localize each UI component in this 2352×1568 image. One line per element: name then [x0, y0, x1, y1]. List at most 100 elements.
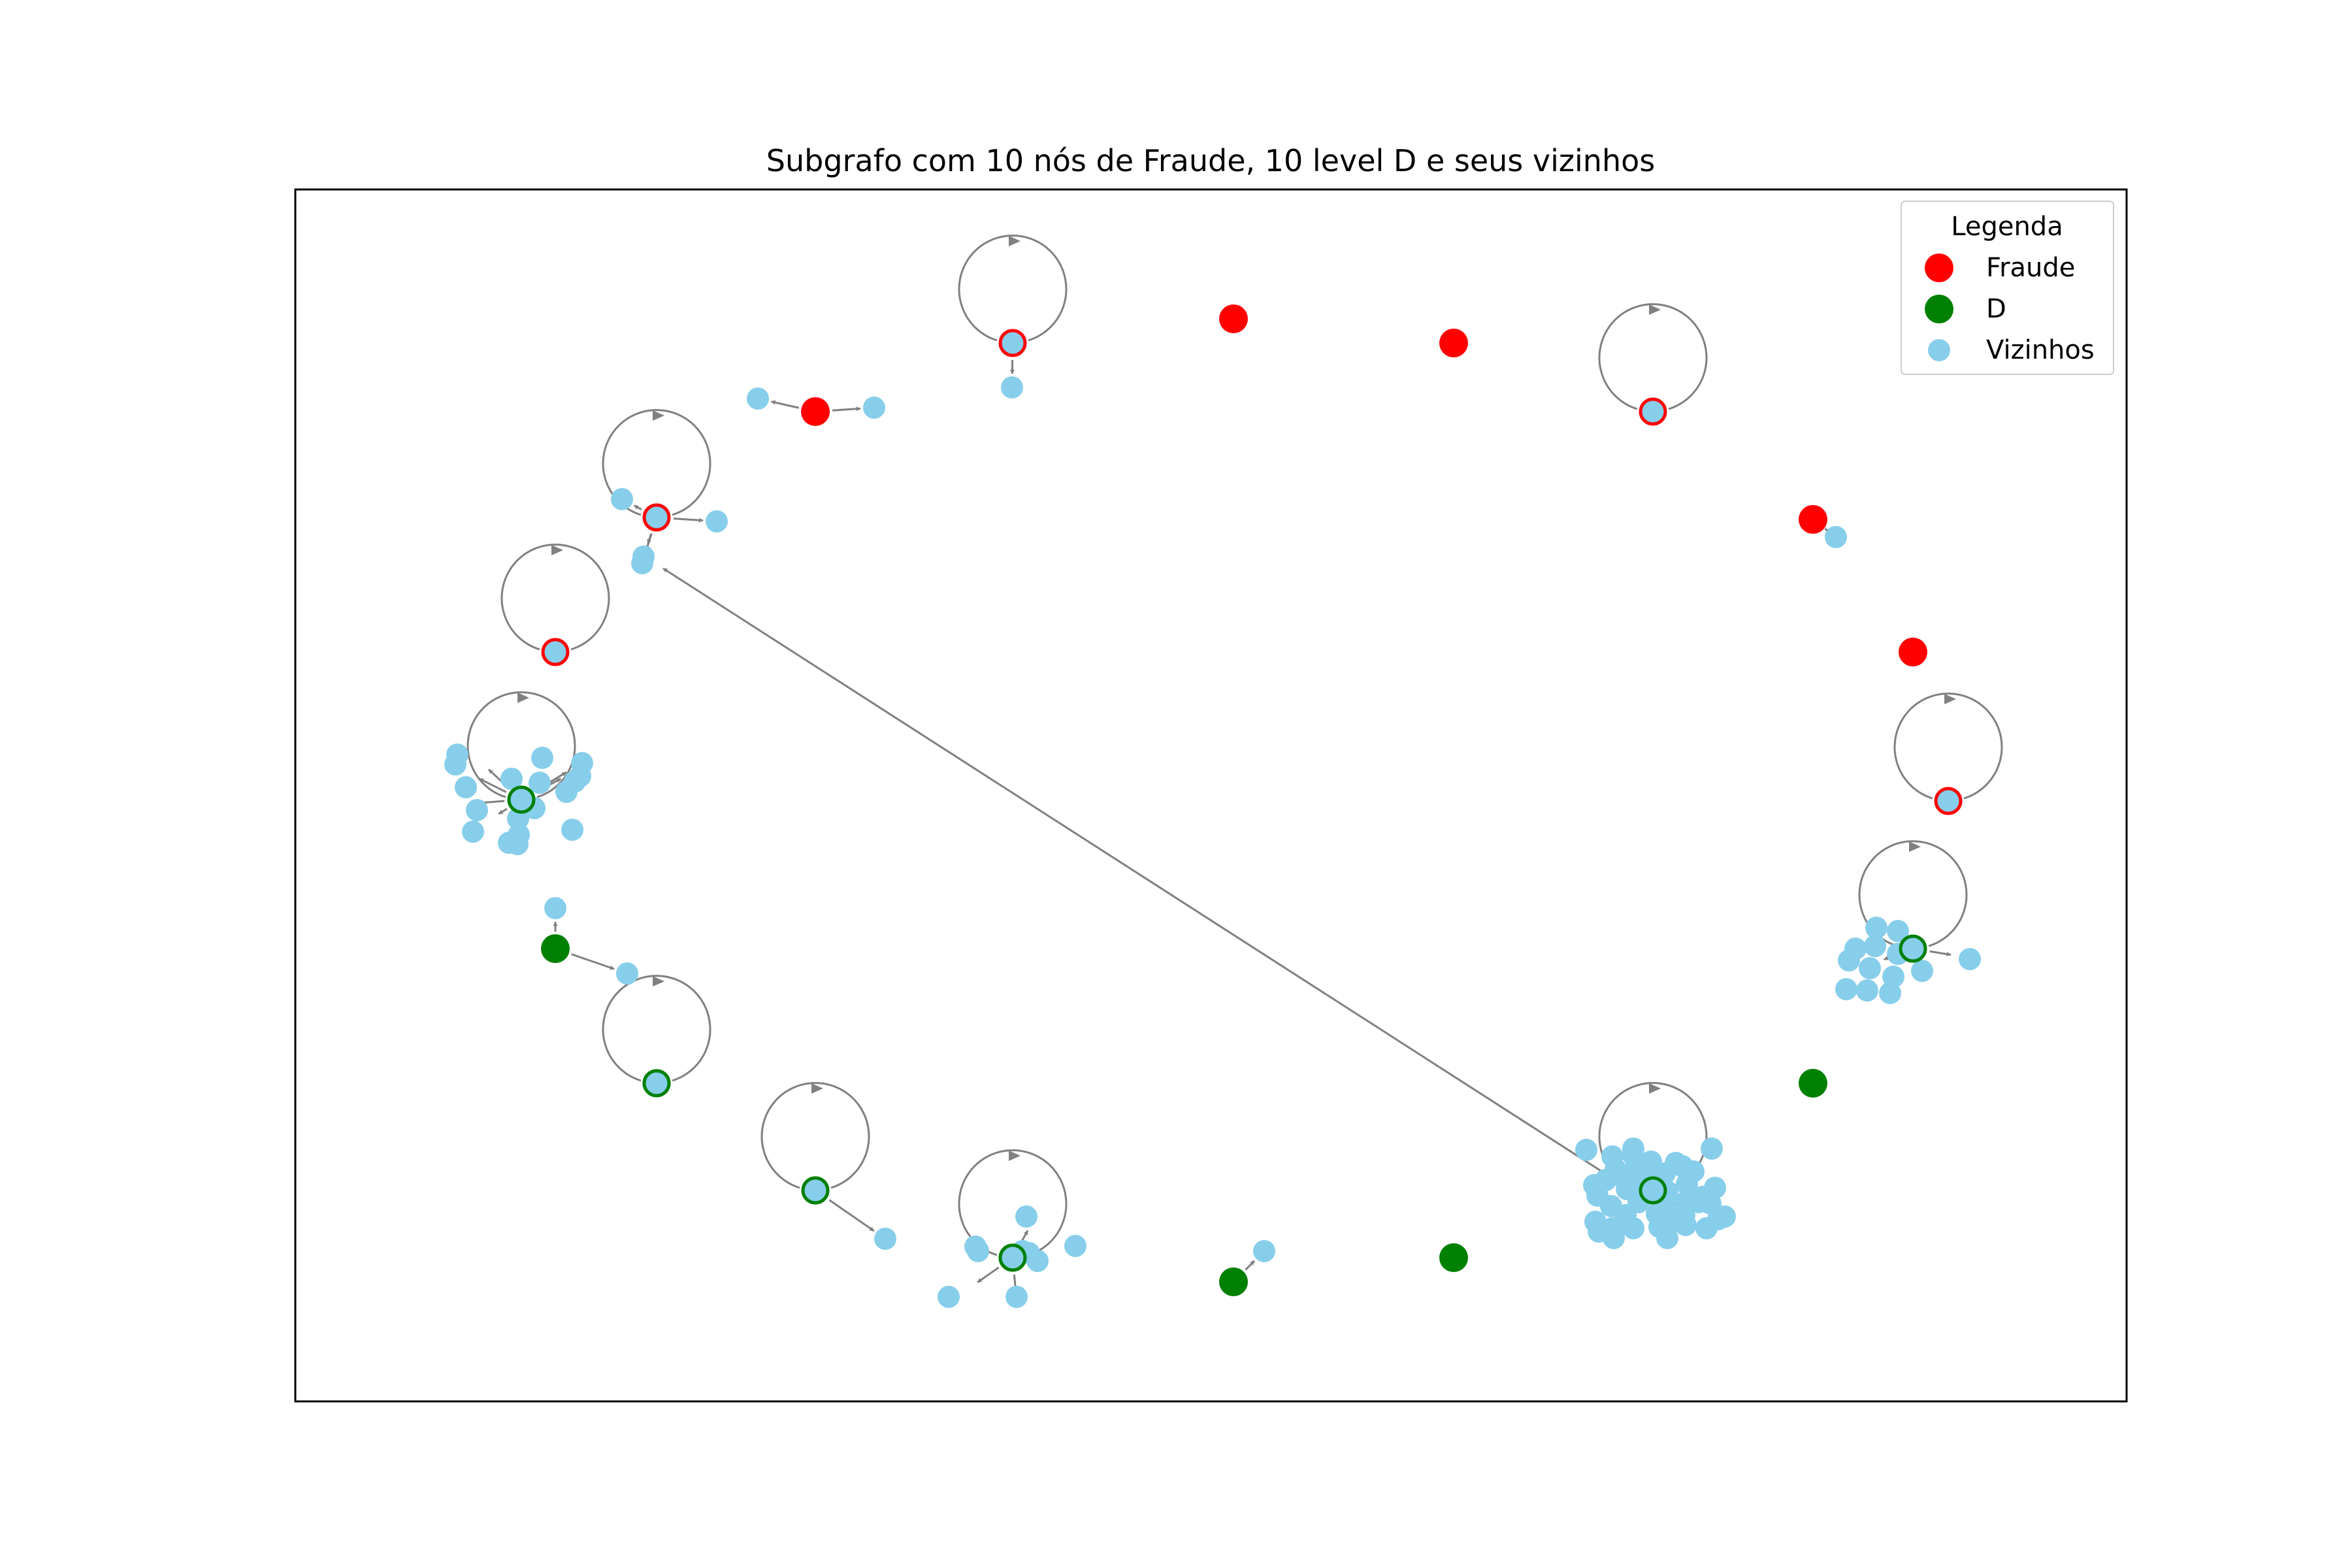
vizinho-node: [544, 897, 566, 919]
graph-edge: [662, 567, 1618, 1183]
legend-label-d: D: [1986, 294, 2006, 324]
nodes-layer: [444, 304, 1981, 1308]
vizinho-node: [1001, 376, 1023, 399]
fraude-node: [1934, 787, 1963, 815]
vizinho-node: [1714, 1205, 1736, 1228]
self-loop-arrowhead: [1944, 694, 1956, 704]
self-loop-arrowhead: [1009, 236, 1021, 246]
graph-edge: [1245, 1260, 1256, 1271]
vizinho-node: [561, 819, 583, 841]
vizinho-node: [1865, 917, 1887, 939]
fraude-node: [801, 397, 830, 426]
vizinho-node: [1622, 1217, 1644, 1239]
vizinho-node: [706, 510, 728, 532]
self-loop-edge: [500, 544, 610, 651]
vizinho-node: [1605, 1158, 1627, 1181]
vizinho-node: [555, 781, 578, 803]
fraude-node: [1439, 329, 1468, 357]
legend-label-fraude: Fraude: [1986, 253, 2075, 283]
graph-title: Subgrafo com 10 nós de Fraude, 10 level …: [766, 143, 1655, 178]
graph-edge: [673, 517, 704, 523]
graph-edge: [478, 777, 507, 793]
vizinho-node: [462, 821, 484, 843]
vizinho-node: [1616, 1178, 1638, 1200]
vizinho-node: [863, 397, 885, 419]
fraude-node: [541, 638, 570, 666]
vizinho-node: [616, 962, 638, 985]
d-node: [998, 1243, 1027, 1272]
vizinho-node: [1015, 1205, 1037, 1228]
fraude-node: [1899, 638, 1927, 666]
self-loop-arrowhead: [1909, 841, 1921, 852]
vizinho-node: [967, 1240, 989, 1262]
vizinho-node: [1253, 1240, 1275, 1262]
vizinho-node: [1005, 1286, 1028, 1308]
self-loop-arrowhead: [811, 1083, 823, 1094]
vizinho-node: [1825, 526, 1847, 548]
vizinho-node: [444, 753, 466, 776]
vizinho-node: [1838, 949, 1860, 972]
vizinho-node: [569, 765, 591, 787]
d-node: [541, 934, 570, 963]
vizinho-node: [611, 488, 633, 510]
self-loop-edge: [958, 235, 1068, 342]
vizinho-node: [1887, 920, 1909, 942]
self-loop-edge: [602, 409, 711, 516]
self-loop-edge: [602, 975, 711, 1082]
vizinho-node: [1676, 1173, 1698, 1195]
graph-edge: [828, 1199, 875, 1232]
self-loop-arrowhead: [653, 976, 664, 987]
graph-edge: [977, 1266, 1000, 1283]
graph-edge: [1929, 950, 1952, 956]
graph-edge: [832, 406, 861, 412]
legend-box: [1901, 201, 2114, 375]
vizinho-node: [455, 776, 477, 798]
vizinho-node: [1701, 1137, 1723, 1160]
self-loop-arrowhead: [1009, 1151, 1021, 1161]
d-node: [1439, 1243, 1468, 1272]
vizinho-node: [874, 1228, 896, 1250]
vizinho-node: [531, 747, 553, 769]
vizinho-node: [747, 387, 769, 410]
legend-marker-vizinhos: [1928, 339, 1950, 361]
legend-title: Legenda: [1951, 212, 2063, 242]
d-node: [1219, 1267, 1248, 1296]
vizinho-node: [938, 1286, 960, 1308]
vizinho-node: [466, 799, 488, 821]
graph-edge: [633, 504, 642, 511]
self-loop-arrowhead: [551, 545, 563, 555]
vizinho-node: [1575, 1139, 1597, 1161]
d-node: [1639, 1176, 1667, 1205]
d-node: [507, 785, 536, 814]
graph-edge: [498, 808, 508, 815]
self-loop-arrowhead: [1649, 1083, 1661, 1094]
vizinho-node: [1674, 1214, 1697, 1236]
vizinho-node: [1959, 948, 1981, 970]
edges-layer: [466, 235, 2003, 1298]
legend-label-vizinhos: Vizinhos: [1986, 335, 2095, 365]
vizinho-node: [1624, 1158, 1646, 1181]
d-node: [801, 1176, 830, 1205]
vizinho-node: [1911, 960, 1933, 982]
vizinho-node: [1864, 935, 1886, 957]
vizinho-node: [1064, 1235, 1086, 1257]
d-node: [1799, 1069, 1827, 1098]
self-loop-arrowhead: [517, 693, 529, 703]
graph-edge: [1824, 527, 1830, 533]
fraude-node: [998, 329, 1027, 357]
d-node: [1899, 934, 1927, 963]
self-loop-arrowhead: [1649, 304, 1661, 315]
self-loop-edge: [1598, 303, 1708, 410]
vizinho-node: [498, 832, 520, 854]
vizinho-node: [1656, 1227, 1678, 1249]
vizinho-node: [1856, 979, 1878, 1002]
legend: Legenda Fraude D Vizinhos: [1901, 201, 2114, 375]
self-loop-edge: [1893, 693, 2003, 800]
self-loop-edge: [958, 1149, 1068, 1256]
vizinho-node: [1584, 1211, 1607, 1233]
fraude-node: [1639, 397, 1667, 426]
graph-edge: [571, 953, 615, 970]
vizinho-node: [631, 552, 653, 574]
fraude-node: [642, 503, 671, 532]
